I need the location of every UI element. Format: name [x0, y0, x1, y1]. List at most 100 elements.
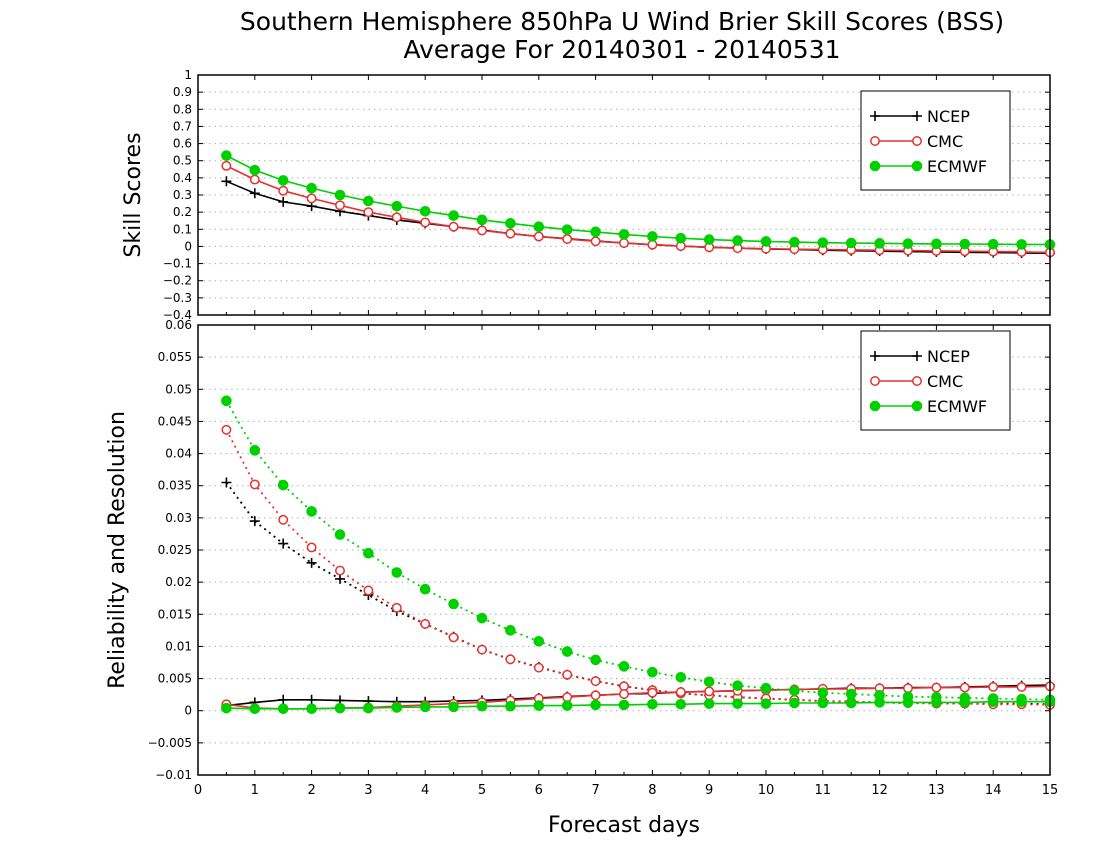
legend-label: CMC — [927, 372, 963, 391]
data-point — [902, 697, 914, 708]
legend-entry-ncep: NCEP — [870, 107, 970, 126]
data-point — [391, 200, 403, 212]
data-point — [675, 687, 686, 698]
reliability-resolution-panel: 0.060.0550.050.0450.040.0350.030.0250.02… — [148, 318, 1059, 798]
legend-marker — [912, 376, 922, 386]
data-point — [732, 698, 743, 709]
data-point — [306, 193, 317, 204]
legend-marker — [912, 136, 922, 146]
data-point — [817, 687, 829, 699]
data-point — [221, 424, 232, 435]
data-point — [590, 690, 601, 701]
data-point — [221, 395, 232, 407]
data-point — [647, 687, 658, 698]
data-point — [533, 662, 544, 673]
legend-marker — [869, 400, 881, 412]
bottom-y-axis-label: Reliability and Resolution — [105, 411, 130, 689]
data-point — [704, 686, 715, 697]
bottom-y-tick-label: 0.04 — [165, 447, 192, 461]
data-point — [902, 238, 914, 249]
series-line — [225, 481, 1051, 706]
data-point — [987, 238, 999, 250]
data-point — [249, 188, 260, 199]
data-point — [420, 618, 431, 629]
data-point — [533, 231, 544, 242]
data-point — [278, 538, 289, 549]
data-point — [363, 547, 374, 559]
legend-label: ECMWF — [927, 157, 987, 176]
data-point — [249, 174, 260, 185]
data-point — [391, 567, 403, 578]
bottom-y-tick-label: 0.06 — [165, 318, 192, 332]
top-y-tick-label: 0.8 — [173, 102, 192, 116]
legend-marker — [911, 400, 923, 412]
data-point — [363, 702, 374, 714]
data-point — [505, 654, 516, 665]
top-legend: NCEP CMC ECMWF — [860, 90, 1011, 191]
top-y-axis-label: Skill Scores — [121, 132, 146, 257]
x-tick-label: 9 — [705, 783, 713, 798]
data-point — [561, 646, 573, 657]
data-point — [249, 445, 261, 456]
data-point — [278, 514, 289, 525]
data-point — [703, 234, 715, 245]
x-tick-label: 11 — [815, 783, 832, 798]
bottom-y-tick-label: 0 — [184, 704, 192, 718]
legend-label: ECMWF — [927, 397, 987, 416]
bottom-y-tick-label: 0.035 — [158, 479, 192, 493]
data-point — [221, 150, 232, 161]
data-point — [675, 698, 687, 710]
bottom-y-tick-label: 0.015 — [158, 607, 192, 621]
bottom-y-tick-label: 0.005 — [158, 672, 192, 686]
data-point — [533, 700, 545, 711]
legend-entry-ecmwf: ECMWF — [869, 157, 987, 176]
data-point — [732, 680, 743, 691]
data-point — [789, 685, 800, 697]
data-point — [590, 654, 601, 666]
data-point — [420, 217, 431, 228]
top-y-tick-label: 0.6 — [173, 137, 192, 151]
x-tick-label: 2 — [307, 783, 315, 798]
data-point — [249, 516, 260, 527]
bottom-y-tick-label: 0.055 — [158, 350, 192, 364]
data-point — [789, 697, 800, 709]
data-point — [277, 175, 289, 186]
data-point — [590, 226, 601, 238]
data-point — [476, 214, 488, 226]
bottom-y-tick-label: 0.05 — [165, 382, 192, 396]
data-point — [874, 238, 885, 249]
data-point — [277, 703, 289, 715]
bottom-plot-frame — [197, 324, 1051, 776]
legend-label: NCEP — [927, 107, 970, 126]
data-point — [306, 557, 317, 568]
data-point — [959, 238, 971, 250]
bottom-series-cmc-resolution — [221, 424, 1055, 710]
data-point — [533, 635, 545, 647]
data-point — [419, 701, 431, 713]
bottom-y-tick-label: 0.025 — [158, 543, 192, 557]
data-point — [505, 625, 516, 636]
data-point — [334, 189, 346, 201]
data-point — [335, 200, 345, 211]
data-point — [363, 195, 374, 207]
data-point — [448, 701, 459, 713]
series-line — [226, 180, 1051, 255]
data-point — [249, 479, 260, 490]
x-tick-label: 6 — [535, 783, 543, 798]
data-point — [760, 236, 772, 247]
data-point — [845, 697, 857, 709]
data-point — [845, 688, 857, 700]
data-point — [505, 217, 516, 229]
bottom-y-tick-label: 0.01 — [165, 639, 192, 653]
data-point — [391, 212, 402, 223]
top-y-tick-label: 0.1 — [173, 222, 192, 236]
data-point — [988, 681, 999, 692]
series-line — [225, 400, 1051, 701]
x-tick-label: 7 — [591, 783, 599, 798]
data-point — [448, 210, 459, 221]
data-point — [306, 506, 317, 517]
data-point — [448, 598, 459, 610]
x-tick-label: 10 — [758, 783, 775, 798]
data-point — [1016, 696, 1027, 708]
top-y-tick-label: −0.1 — [163, 257, 192, 271]
